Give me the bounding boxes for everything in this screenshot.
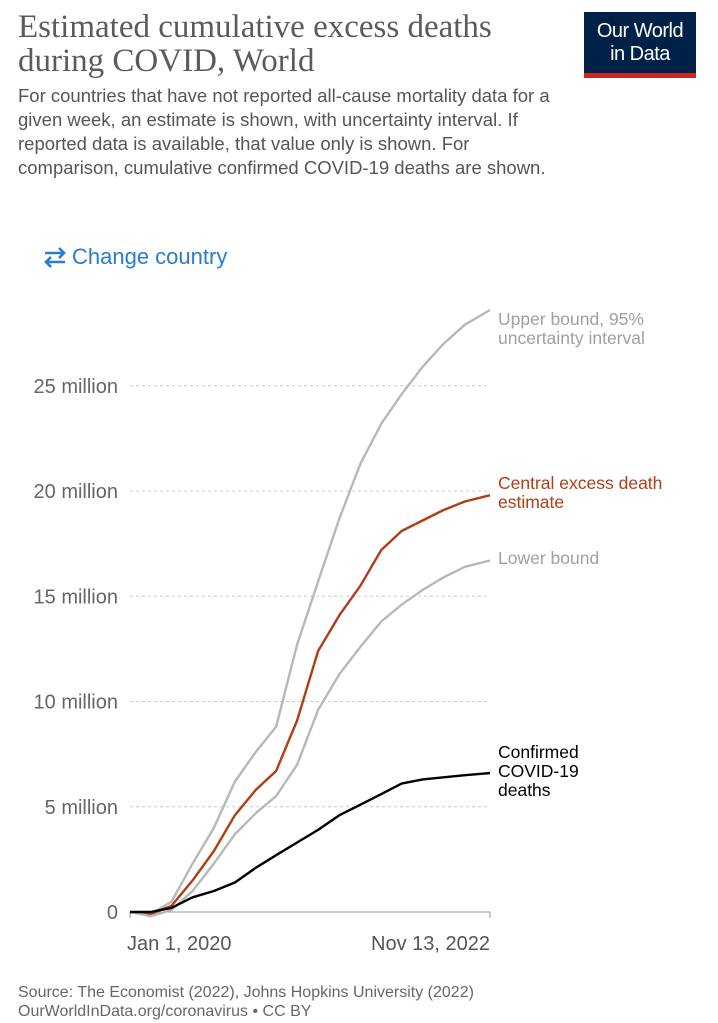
series-line	[129, 559, 491, 918]
series-label: Confirmed COVID-19 deaths	[498, 742, 579, 800]
change-country-button[interactable]: Change country	[42, 242, 227, 272]
series-line	[130, 771, 491, 914]
x-tick-label: Jan 1, 2020	[127, 933, 232, 955]
footer: Source: The Economist (2022), Johns Hopk…	[18, 983, 474, 1021]
y-tick-label: 5 million	[45, 797, 118, 819]
title: Estimated cumulative excess deaths durin…	[18, 9, 492, 79]
x-tick-label: Nov 13, 2022	[371, 933, 490, 955]
y-tick-label: 15 million	[34, 586, 118, 608]
y-tick-label: 25 million	[34, 376, 118, 398]
logo-line: in Data	[610, 43, 670, 65]
y-tick-label: 0	[107, 902, 118, 924]
logo-line: Our World	[596, 20, 684, 42]
y-tick-label: 20 million	[34, 481, 118, 503]
logo[interactable]: Our World in Data	[584, 12, 696, 78]
link[interactable]: OurWorldInData.org/coronavirus • CC BY	[18, 1003, 312, 1020]
series-line	[129, 308, 491, 916]
source: Source: The Economist (2022), Johns Hopk…	[18, 984, 474, 1001]
swap-icon	[44, 247, 66, 268]
series-label: Lower bound	[498, 548, 600, 568]
subtitle: For countries that have not reported all…	[18, 85, 550, 178]
y-tick-label: 10 million	[34, 692, 118, 714]
series-line	[129, 494, 491, 916]
button-label: Change country	[72, 244, 228, 269]
series-label: Upper bound, 95% uncertainty interval	[498, 309, 645, 348]
series-label: Central excess death estimate	[498, 473, 663, 512]
